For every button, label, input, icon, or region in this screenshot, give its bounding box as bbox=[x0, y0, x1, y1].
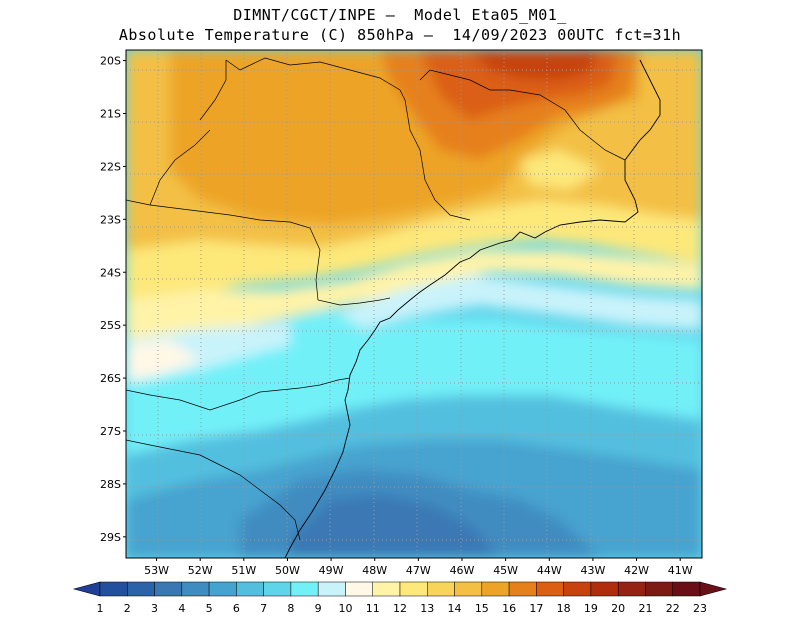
colorbar-label: 8 bbox=[287, 602, 294, 615]
graticule bbox=[126, 50, 702, 558]
colorbar-arrow-low bbox=[72, 581, 101, 597]
lon-label: 47W bbox=[406, 564, 431, 577]
latitude-labels: 20S 21S 22S 23S 24S 25S 26S 27S 28S 29S bbox=[100, 55, 126, 544]
colorbar-label: 23 bbox=[693, 602, 707, 615]
colorbar-label: 9 bbox=[315, 602, 322, 615]
colorbar-segment bbox=[481, 581, 510, 597]
colorbar-segment bbox=[181, 581, 210, 597]
chart-title-line-2: Absolute Temperature (C) 850hPa – 14/09/… bbox=[118, 26, 682, 44]
lon-label: 42W bbox=[624, 564, 649, 577]
colorbar-segment bbox=[236, 581, 264, 597]
lat-label: 24S bbox=[100, 266, 121, 279]
colorbar-label: 14 bbox=[448, 602, 462, 615]
colorbar-label: 4 bbox=[178, 602, 185, 615]
lat-label: 21S bbox=[100, 108, 121, 121]
lon-label: 45W bbox=[493, 564, 518, 577]
colorbar-arrow-high bbox=[699, 581, 728, 597]
colorbar-label: 5 bbox=[206, 602, 213, 615]
colorbar-segment bbox=[263, 581, 292, 597]
lat-label: 25S bbox=[100, 319, 121, 332]
colorbar-segment bbox=[345, 581, 373, 597]
colorbar-segment bbox=[590, 581, 619, 597]
lat-label: 20S bbox=[100, 55, 121, 68]
colorbar-segment bbox=[290, 581, 319, 597]
lat-label: 29S bbox=[100, 531, 121, 544]
lat-label: 22S bbox=[100, 160, 121, 173]
map-frame bbox=[125, 49, 703, 559]
colorbar-label: 18 bbox=[557, 602, 571, 615]
colorbar-label: 1 bbox=[97, 602, 104, 615]
colorbar-label: 20 bbox=[611, 602, 625, 615]
lon-label: 41W bbox=[668, 564, 693, 577]
lon-label: 46W bbox=[450, 564, 475, 577]
colorbar-segment bbox=[317, 581, 346, 597]
lon-label: 50W bbox=[275, 564, 300, 577]
colorbar-segment bbox=[508, 581, 537, 597]
colorbar-segment bbox=[617, 581, 646, 597]
coastline bbox=[284, 59, 661, 558]
temperature-field bbox=[126, 50, 702, 558]
colorbar-segment bbox=[154, 581, 183, 597]
colorbar-segment bbox=[399, 581, 428, 597]
colorbar-segment bbox=[536, 581, 564, 597]
colorbar-label: 2 bbox=[124, 602, 131, 615]
colorbar-label: 12 bbox=[393, 602, 407, 615]
colorbar-segment bbox=[427, 581, 455, 597]
colorbar-segment bbox=[99, 581, 128, 597]
colorbar-segment bbox=[208, 581, 237, 597]
state-borders bbox=[126, 57, 626, 541]
colorbar-label: 7 bbox=[260, 602, 267, 615]
lon-label: 51W bbox=[231, 564, 256, 577]
colorbar-label: 22 bbox=[666, 602, 680, 615]
colorbar-label: 3 bbox=[151, 602, 158, 615]
colorbar-segment bbox=[563, 581, 592, 597]
colorbar-segment bbox=[672, 581, 701, 597]
colorbar-label: 10 bbox=[338, 602, 352, 615]
colorbar-label: 19 bbox=[584, 602, 598, 615]
colorbar-label: 6 bbox=[233, 602, 240, 615]
lon-label: 43W bbox=[580, 564, 605, 577]
lat-label: 26S bbox=[100, 372, 121, 385]
lon-label: 53W bbox=[144, 564, 169, 577]
colorbar-label: 16 bbox=[502, 602, 516, 615]
lat-label: 27S bbox=[100, 425, 121, 438]
colorbar-label: 17 bbox=[529, 602, 543, 615]
lon-label: 44W bbox=[537, 564, 562, 577]
lat-label: 23S bbox=[100, 213, 121, 226]
colorbar-segment bbox=[372, 581, 401, 597]
lon-label: 49W bbox=[319, 564, 344, 577]
colorbar-segment bbox=[454, 581, 483, 597]
colorbar-label: 21 bbox=[638, 602, 652, 615]
lon-label: 48W bbox=[362, 564, 387, 577]
colorbar: 1 2 3 4 5 6 7 8 9 10 11 12 13 14 15 16 17 18 19 20 21 22 23 bbox=[72, 581, 728, 615]
chart-title-line-1: DIMNT/CGCT/INPE – Model Eta05_M01_ bbox=[233, 6, 567, 24]
colorbar-label: 11 bbox=[366, 602, 380, 615]
colorbar-label: 15 bbox=[475, 602, 489, 615]
longitude-labels: 53W 52W 51W 50W 49W 48W 47W 46W 45W 44W 43W 42W 41W bbox=[144, 558, 693, 577]
colorbar-segment bbox=[127, 581, 155, 597]
lon-label: 52W bbox=[188, 564, 213, 577]
lat-label: 28S bbox=[100, 478, 121, 491]
colorbar-label: 13 bbox=[420, 602, 434, 615]
colorbar-segment bbox=[645, 581, 673, 597]
